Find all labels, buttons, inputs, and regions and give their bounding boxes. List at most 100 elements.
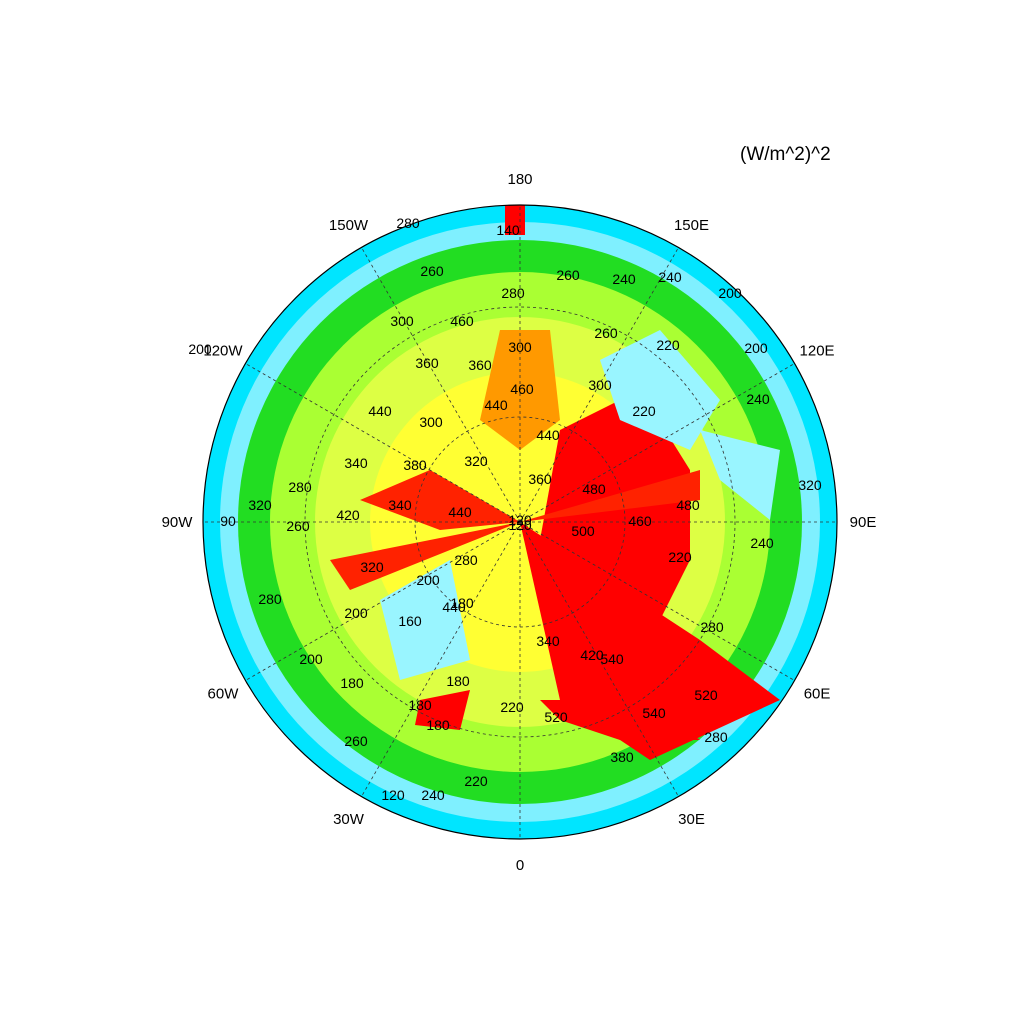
contour-label: 300 [508,339,532,355]
field-patch-hot3 [540,700,700,740]
map-border [202,204,838,840]
contour-label: 460 [628,513,652,529]
contour-label: 360 [468,357,492,373]
contour-label: 500 [571,523,595,539]
contour-label: 260 [556,267,580,283]
longitude-label: 60E [804,686,831,703]
field-patch-hot4 [415,690,470,730]
longitude-label: 0 [516,857,524,874]
contour-label: 200 [744,340,768,356]
contour-label: 300 [419,414,443,430]
contour-label: 180 [426,717,450,733]
longitude-label: 30W [333,811,365,828]
contour-labels: 120 140 280 260 260 240 240 200 280 300 460 300 260 2… [188,215,822,803]
contour-label: 240 [612,271,636,287]
graticule [203,205,837,839]
longitude-label: 90E [850,514,877,531]
field-patch-hot2 [540,390,690,660]
contour-label: 280 [396,215,420,231]
contour-label: 320 [798,477,822,493]
meridian-line [519,247,679,523]
longitude-label: 150E [674,217,709,234]
meridian-line [245,521,521,681]
contour-label: 220 [656,337,680,353]
contour-label: 520 [694,687,718,703]
field-patch-streak3 [520,470,700,522]
contour-label: 180 [450,595,474,611]
meridian-line [519,521,795,681]
contour-label: 360 [528,471,552,487]
longitude-label: 60W [208,686,240,703]
longitude-label: 180 [507,171,532,188]
contour-label: 200 [718,285,742,301]
contour-label: 280 [501,285,525,301]
field-patch-cool3 [700,430,780,520]
field-patch-streak2 [330,522,520,590]
contour-label: 120 [508,517,532,533]
longitude-label: 120E [800,343,835,360]
field-patch-streak1 [360,470,520,530]
contour-label: 300 [390,313,414,329]
contour-label: 440 [536,427,560,443]
contour-label: 440 [448,504,472,520]
contour-label: 340 [388,497,412,513]
contour-label: 320 [248,497,272,513]
contour-label: 280 [288,479,312,495]
contour-label: 420 [336,507,360,523]
contour-label: 160 [398,613,422,629]
contour-label: 180 [340,675,364,691]
field-patch-cool [380,560,470,680]
contour-label: 180 [408,697,432,713]
contour-label: 320 [360,559,384,575]
contour-label: 440 [368,403,392,419]
units-label: (W/m^2)^2 [740,144,831,165]
contour-label: 120 [508,512,532,528]
contour-label: 200 [299,651,323,667]
longitude-label: 150W [329,217,369,234]
meridian-line [361,521,521,797]
contour-label: 380 [403,457,427,473]
contour-label: 260 [420,263,444,279]
meridian-line [245,363,521,523]
contour-label: 340 [536,633,560,649]
contour-label: 540 [600,651,624,667]
contour-label: 320 [464,453,488,469]
contour-label: 440 [484,397,508,413]
contour-label: 280 [258,591,282,607]
field-layer [203,205,837,839]
contour-label: 420 [580,647,604,663]
contour-label: 220 [632,403,656,419]
latitude-circle [304,306,736,738]
contour-label: 340 [344,455,368,471]
longitude-label: 90W [162,514,194,531]
contour-label: 240 [658,269,682,285]
contour-label: 380 [610,749,634,765]
contour-label: 540 [642,705,666,721]
contour-label: 90 [220,513,236,529]
contour-label: 120 [381,787,405,803]
contour-label: 220 [668,549,692,565]
meridian-line [519,521,679,797]
contour-label: 280 [454,552,478,568]
contour-label: 220 [500,699,524,715]
field-patch-cool2 [600,330,720,450]
meridian-line [519,363,795,523]
contour-label: 200 [188,341,212,357]
contour-label: 480 [676,497,700,513]
contour-label: 200 [344,605,368,621]
contour-label: 260 [344,733,368,749]
contour-label: 280 [704,729,728,745]
contour-label: 300 [588,377,612,393]
contour-label: 180 [446,673,470,689]
contour-label: 240 [746,391,770,407]
contour-label: 260 [594,325,618,341]
longitude-label: 30E [678,811,705,828]
contour-label: 280 [700,619,724,635]
longitude-label: 120W [203,343,243,360]
contour-label: 200 [416,572,440,588]
contour-label: 220 [464,773,488,789]
contour-label: 140 [496,222,520,238]
contour-label: 260 [286,518,310,534]
contour-label: 520 [544,709,568,725]
